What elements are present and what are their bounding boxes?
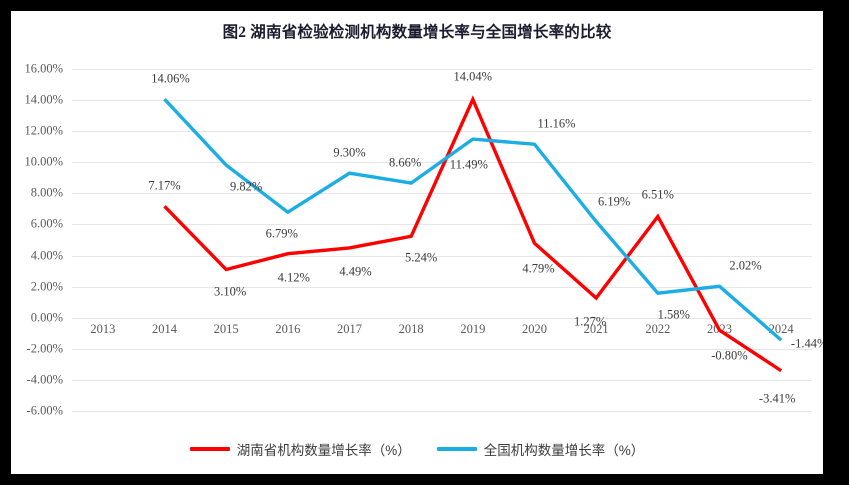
gridline	[72, 193, 812, 195]
data-label: 9.82%	[230, 179, 263, 194]
legend-swatch-icon	[436, 447, 477, 451]
data-label: -3.41%	[758, 391, 796, 406]
y-axis-tick: 8.00%	[30, 185, 63, 200]
chart-legend: 湖南省机构数量增长率（%） 全国机构数量增长率（%）	[11, 439, 823, 459]
data-label: -0.80%	[711, 348, 748, 363]
y-axis-tick: 2.00%	[30, 279, 63, 294]
data-label: 3.10%	[214, 284, 247, 299]
data-label: 14.04%	[453, 69, 493, 84]
y-axis-tick: 0.00%	[30, 310, 63, 325]
legend-label: 全国机构数量增长率（%）	[483, 443, 645, 458]
x-axis-tick: 2022	[645, 321, 671, 336]
gridline	[72, 379, 812, 381]
data-label: 9.30%	[333, 145, 366, 160]
x-axis-tick: 2017	[337, 321, 362, 336]
data-label: 1.27%	[574, 314, 607, 329]
data-label: 2.02%	[729, 258, 762, 273]
data-label: 14.06%	[151, 71, 190, 86]
data-label: -1.44%	[790, 336, 823, 351]
gridline	[72, 411, 812, 412]
gridline	[72, 348, 812, 350]
data-label: 4.12%	[277, 270, 310, 285]
series-line-2	[163, 97, 783, 342]
gridline	[72, 286, 812, 288]
y-axis-tick: 16.00%	[24, 61, 63, 76]
y-axis-tick: 10.00%	[24, 154, 63, 169]
gridline	[72, 255, 812, 257]
y-axis-tick: -6.00%	[26, 403, 63, 418]
data-label: 8.66%	[389, 155, 422, 170]
gridline	[72, 224, 812, 226]
y-axis-tick: -2.00%	[26, 341, 63, 356]
data-label: 4.79%	[522, 261, 555, 276]
legend-item-1[interactable]: 湖南省机构数量增长率（%）	[189, 439, 411, 459]
gridline	[72, 100, 812, 102]
x-axis-tick: 2024	[768, 321, 794, 336]
gridline	[72, 317, 812, 319]
y-axis-tick: -4.00%	[26, 372, 63, 387]
series-line-1	[163, 95, 783, 373]
x-axis-tick: 2019	[460, 321, 486, 336]
legend-item-2[interactable]: 全国机构数量增长率（%）	[436, 439, 645, 459]
plot-area: 16.00% 14.00% 12.00% 10.00% 8.00% 6.00% 4.00% 2…	[24, 62, 823, 418]
x-axis-tick: 2021	[583, 321, 609, 336]
x-axis-tick: 2018	[398, 321, 424, 336]
y-axis-tick: 6.00%	[30, 216, 63, 231]
data-label: 6.79%	[265, 226, 298, 241]
data-label: 1.58%	[657, 307, 690, 322]
x-axis-tick: 2015	[213, 321, 239, 336]
data-label: 6.19%	[598, 194, 631, 208]
y-axis-tick: 14.00%	[24, 92, 63, 107]
y-axis-tick: 4.00%	[30, 248, 63, 263]
x-axis-tick: 2020	[522, 321, 547, 336]
y-axis-tick: 12.00%	[24, 123, 63, 138]
legend-label: 湖南省机构数量增长率（%）	[236, 443, 411, 458]
data-label: 5.24%	[405, 250, 438, 265]
gridline	[72, 69, 812, 70]
chart-container: 图2 湖南省检验检测机构数量增长率与全国增长率的比较 16.00% 14.00% 1…	[11, 11, 823, 474]
data-label: 11.16%	[537, 116, 576, 131]
legend-swatch-icon	[189, 447, 230, 451]
data-label: 11.49%	[449, 157, 488, 172]
x-axis-tick: 2016	[275, 321, 301, 336]
chart-title: 图2 湖南省检验检测机构数量增长率与全国增长率的比较	[222, 24, 612, 41]
x-axis-tick: 2014	[152, 321, 177, 336]
data-label: 6.51%	[641, 187, 674, 202]
series-lines	[163, 95, 783, 373]
data-label: 4.49%	[339, 264, 372, 279]
data-label: 7.17%	[148, 178, 181, 193]
x-axis-tick: 2013	[90, 321, 116, 336]
gridline	[72, 131, 812, 133]
